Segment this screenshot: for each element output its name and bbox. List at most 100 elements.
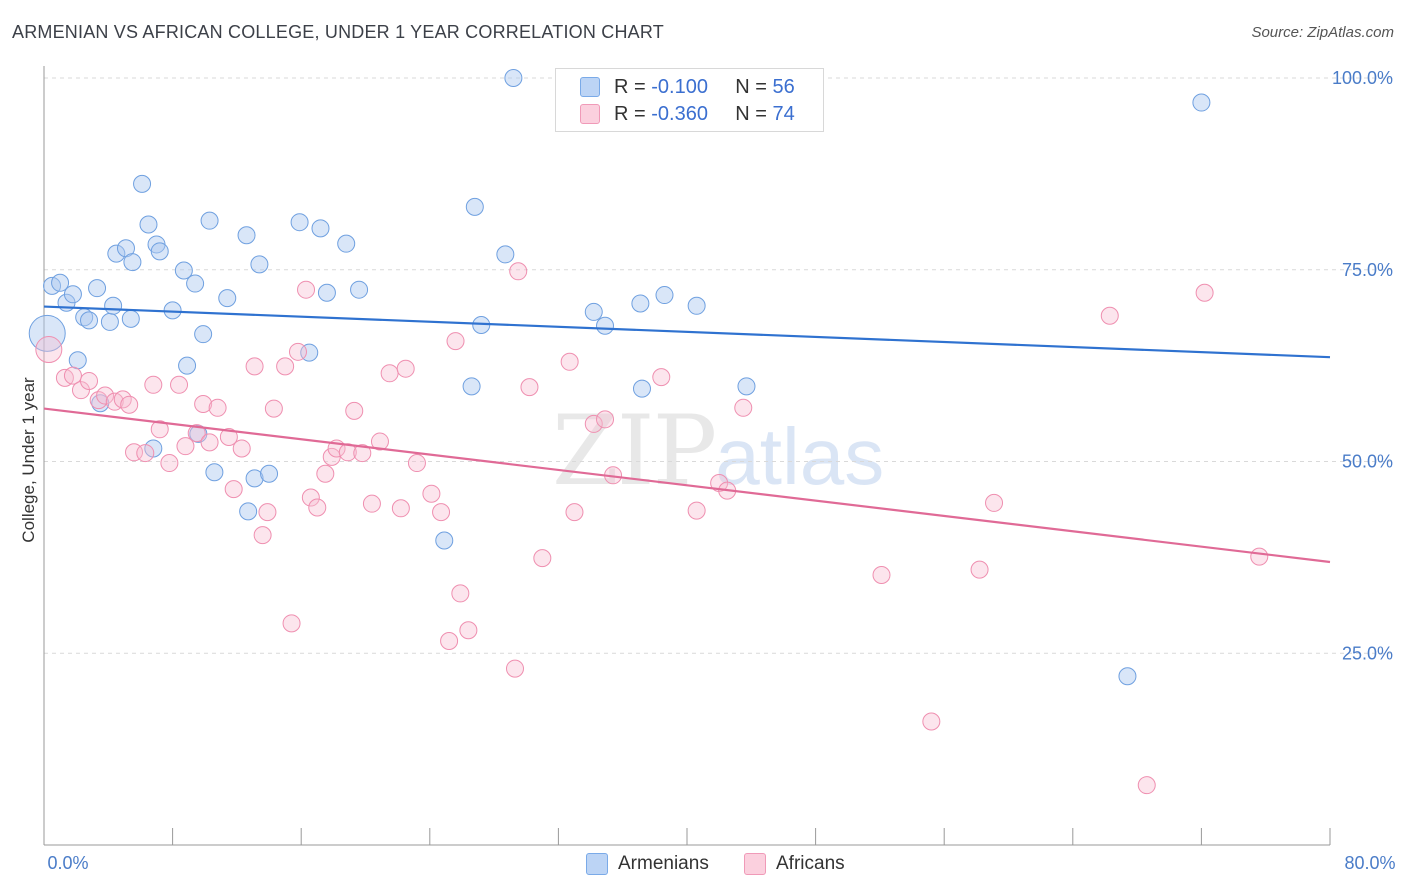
african-point <box>170 375 189 394</box>
bottom-legend-africans: Africans <box>744 851 845 877</box>
bottom-legend-armenians: Armenians <box>586 851 709 877</box>
armenian-point <box>504 69 523 87</box>
x-ticks <box>43 828 1331 845</box>
african-point <box>687 501 706 520</box>
y-tick-label: 75.0% <box>1342 260 1393 280</box>
african-point <box>224 480 243 499</box>
armenian-point <box>311 219 330 238</box>
african-point <box>208 398 227 417</box>
legend-r-label: R = <box>614 75 646 98</box>
armenian-point <box>631 294 650 313</box>
african-point <box>276 357 295 376</box>
african-point <box>297 280 316 299</box>
african-point <box>219 427 238 446</box>
african-point <box>345 401 364 420</box>
africans-legend-label: Africans <box>776 853 845 874</box>
armenian-point <box>465 197 484 216</box>
armenian-point <box>51 273 70 292</box>
african-point <box>391 499 410 518</box>
african-point <box>396 359 415 378</box>
african-point <box>288 342 307 361</box>
african-point <box>407 454 426 473</box>
armenian-point <box>68 351 87 370</box>
watermark: ZIPatlas <box>552 395 884 507</box>
african-point <box>362 494 381 513</box>
african-point <box>451 584 470 603</box>
armenian-point <box>174 261 193 280</box>
african-point <box>160 454 179 473</box>
x-tick-label-min: 0.0% <box>47 853 88 873</box>
legend-n-label: N = <box>735 102 767 125</box>
african-point <box>560 352 579 371</box>
armenian-point <box>139 215 158 234</box>
african-point <box>200 433 219 452</box>
armenians-points <box>28 69 1211 686</box>
african-point <box>1137 776 1156 795</box>
armenian-point <box>107 244 126 263</box>
armenians-swatch <box>580 77 600 97</box>
african-point <box>459 621 478 640</box>
armenians-trend-line <box>43 305 1331 359</box>
legend-n-label: N = <box>735 75 767 98</box>
african-point <box>370 432 389 451</box>
armenian-point <box>1192 93 1211 112</box>
african-point <box>596 410 615 429</box>
african-point <box>432 503 451 522</box>
african-point <box>316 464 335 483</box>
legend-n-value-armenians: 56 <box>772 75 795 98</box>
african-point <box>520 378 539 397</box>
african-point <box>584 414 603 433</box>
legend-row-armenians: R = -0.100 N = 56 <box>580 74 795 100</box>
armenian-point <box>245 469 264 488</box>
y-tick-label: 50.0% <box>1342 452 1393 472</box>
african-point <box>505 659 524 678</box>
african-point <box>734 398 753 417</box>
correlation-legend: R = -0.100 N = 56 R = -0.360 N = 74 <box>555 68 824 132</box>
african-point <box>446 332 465 351</box>
african-point <box>652 368 671 387</box>
source-label: Source: ZipAtlas.com <box>1251 24 1394 41</box>
african-point <box>1100 306 1119 325</box>
trend-lines <box>43 305 1331 564</box>
africans-trend-line <box>43 407 1331 564</box>
armenian-point <box>584 302 603 321</box>
legend-r-value-africans: -0.360 <box>651 102 708 125</box>
african-point <box>245 357 264 376</box>
armenian-point <box>687 296 706 315</box>
armenian-point <box>435 531 454 550</box>
armenian-point <box>260 464 279 483</box>
armenian-point <box>237 226 256 245</box>
armenian-point <box>1118 667 1137 686</box>
african-point <box>264 399 283 418</box>
african-point <box>985 493 1004 512</box>
armenian-point <box>150 242 169 261</box>
armenian-point <box>194 325 213 344</box>
armenian-point <box>63 285 82 304</box>
armenian-point <box>123 253 142 272</box>
africans-points <box>35 262 1269 795</box>
african-point <box>96 386 115 405</box>
african-point <box>422 484 441 503</box>
armenian-point <box>250 255 269 274</box>
legend-n-value-africans: 74 <box>772 102 795 125</box>
african-point <box>308 498 327 517</box>
armenians-legend-label: Armenians <box>618 853 709 874</box>
armenian-point <box>239 502 258 521</box>
armenian-point <box>121 309 140 328</box>
armenian-point <box>317 283 336 302</box>
watermark-atlas: atlas <box>715 412 885 501</box>
african-point <box>80 371 99 390</box>
armenian-point <box>133 174 152 193</box>
african-point <box>533 549 552 568</box>
armenian-point <box>178 356 197 375</box>
armenians-legend-swatch <box>586 853 608 875</box>
armenian-point <box>737 377 756 396</box>
legend-r-value-armenians: -0.100 <box>651 75 708 98</box>
african-point <box>922 712 941 731</box>
armenian-point <box>632 379 651 398</box>
armenian-point <box>596 316 615 335</box>
african-point <box>353 444 372 463</box>
african-point <box>35 336 63 364</box>
african-point <box>194 394 213 413</box>
